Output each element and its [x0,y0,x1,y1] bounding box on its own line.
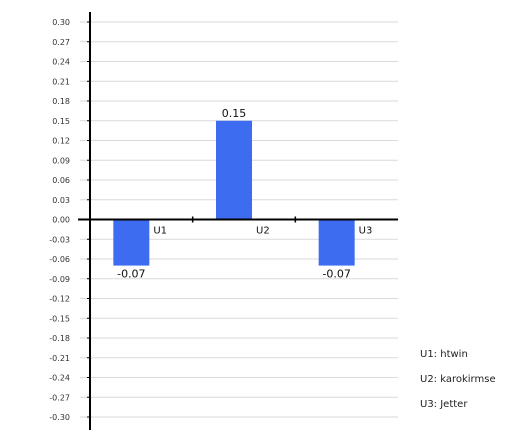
bar-u3 [318,219,355,266]
y-tick-label: -0.03 [49,235,70,244]
y-tick-label: 0.21 [52,77,70,86]
data-label: 0.15 [222,107,247,120]
y-tick-label: 0.15 [52,117,70,126]
data-label: -0.07 [117,268,145,281]
y-tick-label: 0.27 [52,38,70,47]
y-tick-label: 0.09 [52,156,70,165]
y-tick-label: -0.06 [49,255,70,264]
x-tick-label: U1 [153,226,167,237]
legend-item-u2: U2: karokirmse [420,374,496,385]
y-tick-label: 0.30 [52,18,70,27]
bar-layer [113,120,355,266]
y-tick-label: 0.03 [52,196,70,205]
y-tick-label: 0.24 [52,58,70,67]
legend-item-u3: U3: Jetter [420,399,468,410]
y-tick-label: -0.27 [49,393,70,402]
x-tick-label: U3 [359,226,373,237]
bar-u1 [113,219,150,266]
y-tick-label: -0.15 [49,314,70,323]
data-label: -0.07 [322,268,350,281]
label-layer: 0.30 0.27 0.24 0.21 0.18 0.15 0.12 0.09 0.06 0.03… [49,18,372,422]
y-tick-label: -0.30 [49,413,70,422]
legend: U1: htwin U2: karokirmse U3: Jetter [420,349,496,410]
y-tick-label: -0.24 [49,374,70,383]
y-tick-label: 0.18 [52,97,70,106]
bar-u2 [216,120,252,220]
y-tick-label: -0.09 [49,275,70,284]
legend-item-u1: U1: htwin [420,349,468,360]
y-tick-label: 0.12 [52,137,70,146]
y-tick-label: -0.21 [49,354,70,363]
x-tick-label: U2 [256,226,270,237]
axis-layer [78,12,398,430]
y-tick-label: -0.12 [49,295,70,304]
y-tick-label: -0.18 [49,334,70,343]
y-tick-label: 0.00 [52,216,70,225]
y-tick-label: 0.06 [52,176,70,185]
